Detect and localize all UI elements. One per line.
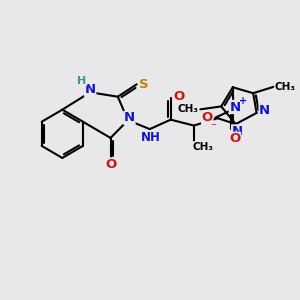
Text: S: S [139,78,149,91]
Text: H: H [77,76,87,85]
Text: CH₃: CH₃ [178,104,199,114]
Text: +: + [238,95,247,106]
Text: NH: NH [141,131,161,144]
Text: N: N [85,83,96,96]
Text: N: N [124,111,135,124]
Text: N: N [259,104,270,117]
Text: N: N [229,100,240,113]
Text: O: O [105,158,116,171]
Text: ⁻: ⁻ [210,122,216,132]
Text: O: O [229,132,241,145]
Text: O: O [173,90,184,103]
Text: N: N [232,125,243,138]
Text: CH₃: CH₃ [192,142,213,152]
Text: CH₃: CH₃ [274,82,296,92]
Text: O: O [202,111,213,124]
